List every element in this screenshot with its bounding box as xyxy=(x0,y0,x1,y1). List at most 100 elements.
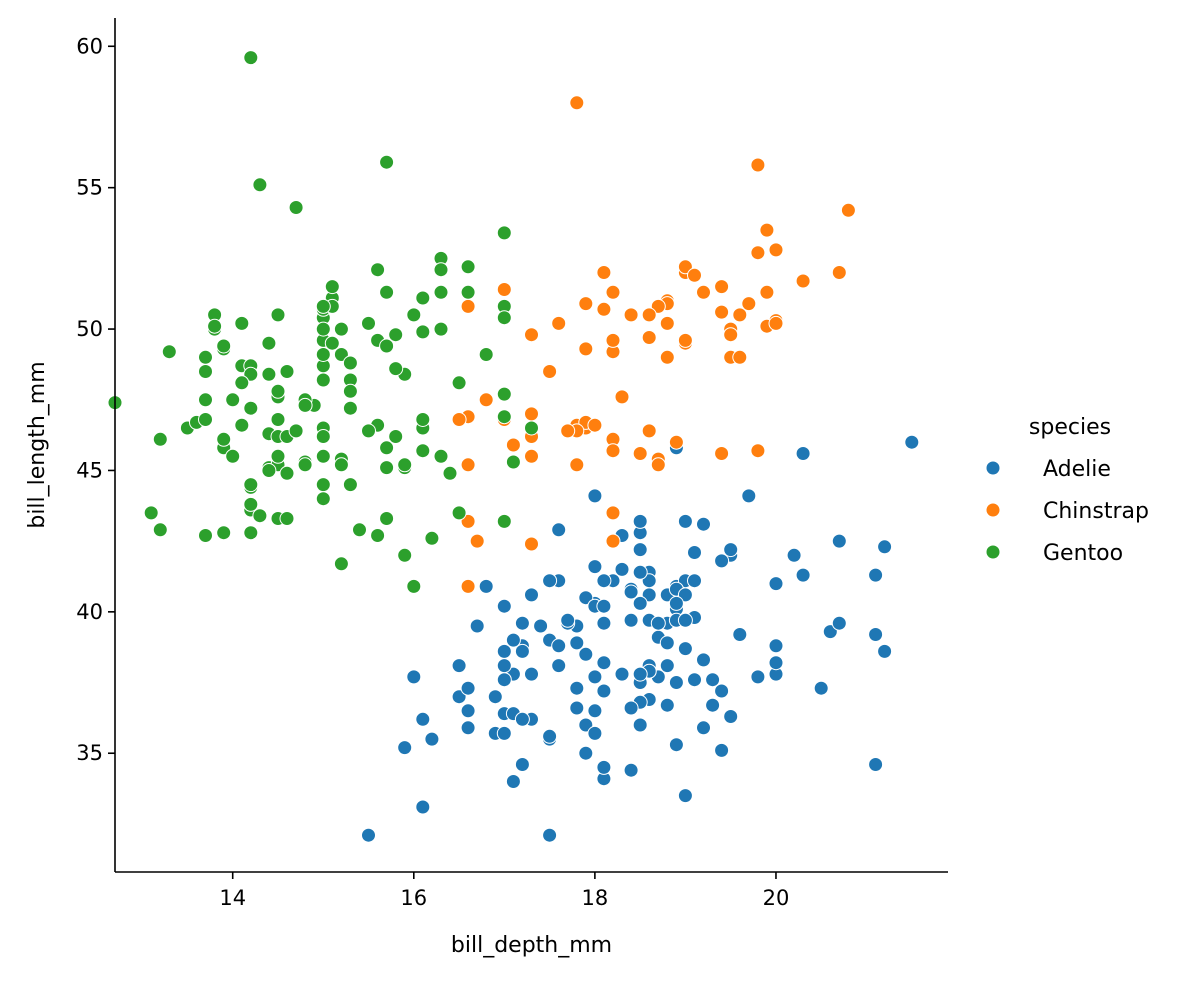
data-point xyxy=(505,774,521,789)
y-axis-label: bill_length_mm xyxy=(25,361,50,528)
data-point xyxy=(768,242,784,258)
data-point xyxy=(460,259,476,275)
data-point xyxy=(659,315,675,331)
data-point xyxy=(551,658,567,674)
data-point xyxy=(243,400,259,416)
data-point xyxy=(270,448,286,464)
legend-label-chinstrap: Chinstrap xyxy=(1043,499,1149,524)
data-point xyxy=(542,827,558,843)
data-point xyxy=(641,423,657,439)
data-point xyxy=(659,349,675,365)
data-point xyxy=(342,400,358,416)
data-point xyxy=(288,423,304,439)
data-point xyxy=(315,429,331,444)
data-point xyxy=(551,315,567,331)
data-point xyxy=(614,666,630,682)
data-point xyxy=(831,615,847,631)
data-point xyxy=(587,488,603,504)
data-point xyxy=(451,505,467,521)
data-point xyxy=(587,725,603,741)
data-point xyxy=(379,511,395,526)
data-point xyxy=(750,157,766,173)
data-point xyxy=(596,655,612,671)
data-point xyxy=(877,643,893,659)
data-point xyxy=(315,372,331,388)
data-point xyxy=(370,262,386,278)
data-point xyxy=(714,742,730,758)
data-point xyxy=(904,434,920,450)
data-point xyxy=(143,505,159,521)
data-point xyxy=(795,273,811,289)
data-point xyxy=(587,417,603,433)
data-point xyxy=(234,315,250,331)
data-point xyxy=(424,530,440,546)
legend-marker-gentoo xyxy=(985,544,1001,560)
data-point xyxy=(505,454,521,470)
data-point xyxy=(451,375,467,391)
data-point xyxy=(560,423,576,439)
data-point xyxy=(370,528,386,543)
data-point xyxy=(514,643,530,659)
data-point xyxy=(714,446,730,461)
legend-marker-adelie xyxy=(985,460,1001,476)
series-gentoo xyxy=(107,50,539,594)
data-point xyxy=(795,567,811,583)
data-point xyxy=(632,542,648,558)
data-point xyxy=(723,709,739,724)
data-point xyxy=(496,409,512,425)
data-point xyxy=(668,737,684,753)
data-point xyxy=(279,465,295,481)
data-point xyxy=(261,335,277,351)
data-point xyxy=(514,757,530,772)
data-point xyxy=(650,615,666,631)
data-point xyxy=(677,332,693,348)
data-point xyxy=(451,412,467,427)
data-point xyxy=(605,284,621,300)
data-point xyxy=(234,375,250,391)
data-point xyxy=(406,578,422,594)
data-point xyxy=(496,672,512,688)
data-point xyxy=(714,553,730,569)
data-point xyxy=(352,522,367,538)
data-point xyxy=(496,643,512,659)
data-point xyxy=(668,595,684,611)
data-point xyxy=(732,627,748,642)
data-point xyxy=(768,638,784,654)
data-point xyxy=(750,443,766,459)
data-point xyxy=(379,284,395,300)
data-point xyxy=(415,324,431,340)
data-point xyxy=(596,265,612,280)
data-point xyxy=(243,477,259,493)
data-point xyxy=(524,448,539,464)
y-ticks: 35 40 45 50 55 60 xyxy=(76,34,115,765)
data-point xyxy=(596,683,612,699)
data-point xyxy=(315,491,331,507)
data-point xyxy=(650,457,666,473)
legend: species Adelie Chinstrap Gentoo xyxy=(985,415,1149,566)
y-tick-label: 40 xyxy=(76,600,103,624)
data-point xyxy=(460,720,476,736)
data-point xyxy=(768,655,784,671)
data-point xyxy=(668,675,684,690)
data-point xyxy=(496,310,512,326)
data-point xyxy=(578,296,594,312)
data-point xyxy=(524,406,539,422)
data-point xyxy=(677,259,693,275)
data-point xyxy=(460,284,476,300)
data-point xyxy=(152,522,168,538)
data-point xyxy=(433,262,449,278)
y-tick-label: 45 xyxy=(76,458,103,482)
x-axis-label: bill_depth_mm xyxy=(451,933,612,958)
data-point xyxy=(460,703,476,719)
data-point xyxy=(696,720,711,736)
data-point xyxy=(687,672,702,688)
data-point xyxy=(687,573,702,589)
x-tick-label: 16 xyxy=(400,886,427,910)
data-point xyxy=(659,697,675,713)
y-tick-label: 35 xyxy=(76,741,103,765)
data-point xyxy=(668,434,684,450)
data-point xyxy=(786,547,802,563)
data-point xyxy=(632,666,648,682)
data-point xyxy=(324,279,340,295)
x-tick-label: 14 xyxy=(219,886,246,910)
